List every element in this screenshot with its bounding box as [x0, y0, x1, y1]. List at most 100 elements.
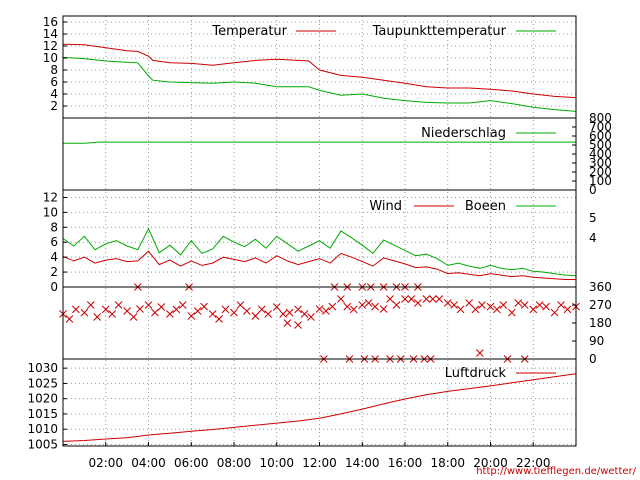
direction-marker [529, 305, 538, 314]
direction-marker [535, 301, 544, 309]
legend-label-temperatur: Temperatur [211, 24, 287, 39]
direction-marker [123, 307, 131, 315]
y2-tick-label: 400 [589, 147, 612, 161]
series-line-boeen [62, 227, 577, 277]
direction-marker [257, 305, 266, 314]
direction-marker [386, 295, 394, 303]
direction-marker [520, 301, 529, 309]
series-line-taupunkttemperatur [62, 56, 577, 112]
x-tick-label: 14:00 [345, 456, 380, 470]
direction-marker [236, 301, 245, 309]
label-layer: 2468101214160246810121005101010151020102… [27, 15, 611, 470]
direction-marker [172, 305, 181, 314]
series-line-niederschlag [63, 141, 576, 144]
direction-marker [328, 302, 337, 311]
y2-tick-label: 200 [589, 165, 612, 179]
direction-marker [283, 319, 292, 327]
direction-marker [371, 302, 379, 311]
y2-tick-label: 5 [589, 211, 597, 225]
y-tick-label: 6 [50, 75, 58, 89]
direction-marker [413, 299, 422, 307]
y-tick-label: 2 [50, 265, 58, 279]
direction-marker [215, 315, 223, 323]
direction-marker [178, 301, 187, 309]
legend-label-boeen: Boeen [465, 199, 506, 214]
direction-marker [93, 313, 102, 321]
direction-marker [279, 310, 288, 318]
direction-marker [557, 301, 565, 309]
direction-marker [101, 305, 110, 314]
data-layer [59, 43, 580, 442]
direction-marker [86, 301, 95, 309]
series-line-luftdruck [62, 373, 577, 442]
y-tick-label: 1030 [27, 361, 58, 375]
y-tick-label: 4 [50, 250, 58, 264]
y-tick-label: 12 [43, 39, 58, 53]
y-tick-label: 12 [43, 190, 58, 204]
y-tick-label: 1010 [27, 422, 58, 436]
x-tick-label: 04:00 [131, 456, 166, 470]
direction-marker [563, 305, 572, 314]
x-tick-label: 20:00 [473, 456, 508, 470]
direction-marker [242, 307, 251, 315]
direction-marker [435, 295, 444, 303]
direction-marker [200, 302, 208, 311]
direction-marker [157, 303, 166, 311]
axes-layer [62, 15, 577, 447]
source-url: http://www.tiefflegen.de/wetter/ [476, 466, 636, 477]
y2-tick-label: 500 [589, 138, 612, 152]
direction-marker [136, 305, 144, 313]
direction-marker [428, 295, 437, 303]
y2-tick-label: 600 [589, 129, 612, 143]
y2-tick-label: 300 [589, 156, 612, 170]
legend-label-luftdruck: Luftdruck [445, 366, 507, 381]
y-tick-label: 1020 [27, 392, 58, 406]
legend-label-niederschlag: Niederschlag [421, 126, 506, 141]
direction-marker [80, 308, 89, 317]
direction-marker [144, 301, 153, 309]
y-tick-label: 10 [43, 51, 58, 65]
direction-marker [230, 308, 238, 317]
y-tick-label: 4 [50, 87, 58, 101]
direction-marker [358, 301, 367, 309]
direction-marker [550, 308, 559, 317]
direction-marker [251, 312, 260, 320]
x-tick-label: 16:00 [388, 456, 423, 470]
direction-marker [401, 295, 409, 303]
y2-tick-label: 360 [589, 280, 612, 294]
legend-label-wind: Wind [369, 199, 402, 214]
y-tick-label: 8 [50, 63, 58, 77]
y-tick-label: 8 [50, 220, 58, 234]
direction-marker [475, 349, 484, 357]
y2-tick-label: 800 [589, 111, 612, 125]
direction-marker [364, 299, 373, 307]
y-tick-label: 1015 [27, 407, 58, 421]
direction-marker [478, 301, 486, 309]
y2-tick-label: 180 [589, 316, 612, 330]
x-tick-label: 18:00 [430, 456, 465, 470]
direction-marker [542, 302, 550, 311]
y-tick-label: 10 [43, 205, 58, 219]
direction-marker [294, 321, 302, 329]
y-tick-label: 1025 [27, 376, 58, 390]
direction-marker [294, 305, 302, 314]
direction-marker [349, 305, 358, 314]
direction-marker [465, 299, 473, 307]
y2-tick-label: 0 [589, 352, 597, 366]
x-tick-label: 06:00 [174, 456, 209, 470]
direction-marker [71, 305, 80, 314]
legend-label-taupunkttemperatur: Taupunkttemperatur [372, 24, 507, 39]
direction-marker [337, 295, 345, 303]
direction-marker [187, 312, 196, 320]
direction-marker [456, 305, 465, 314]
direction-marker [300, 310, 309, 318]
x-tick-label: 02:00 [88, 456, 123, 470]
direction-marker [221, 305, 230, 314]
y2-tick-label: 90 [589, 334, 604, 348]
direction-marker [285, 308, 294, 317]
direction-marker [108, 310, 117, 318]
series-line-temperatur [62, 43, 577, 99]
direction-marker [514, 299, 523, 307]
direction-marker [264, 310, 273, 318]
